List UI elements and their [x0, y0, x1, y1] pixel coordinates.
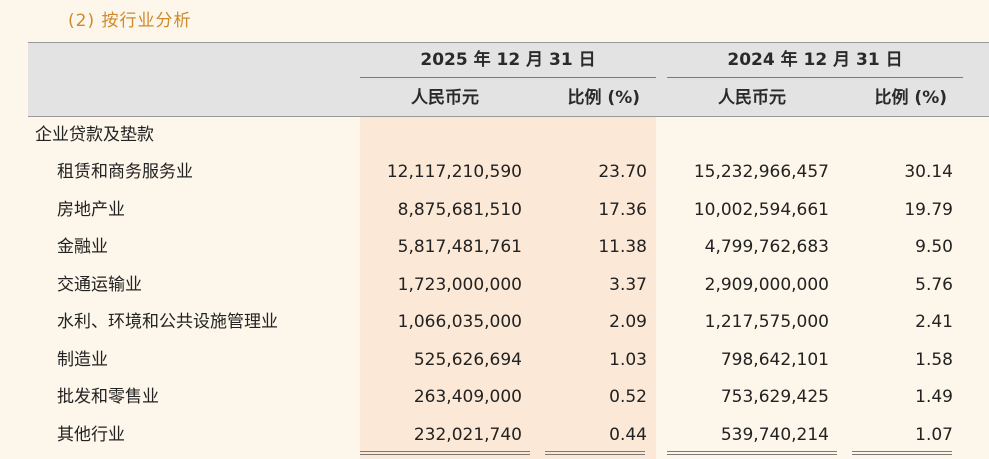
col-ratio-2024-heading: 比例 (%) — [874, 88, 948, 108]
ratio-2024-cell: 2.41 — [915, 312, 953, 332]
ratio-2025-cell: 3.37 — [609, 274, 647, 295]
ratio-2024-cell: 1.49 — [915, 387, 953, 407]
period-2025-underline — [360, 77, 656, 78]
amount-2024-cell: 753,629,425 — [720, 387, 829, 407]
ratio-2024-cell: 30.14 — [904, 162, 953, 182]
bottom-rule-2025-ratio-2 — [545, 454, 645, 455]
amount-2025-cell: 1,723,000,000 — [397, 274, 522, 295]
bottom-rule-2024-amount-2 — [667, 454, 837, 455]
industry-cell: 制造业 — [57, 349, 108, 370]
period-2024-underline — [667, 77, 963, 78]
amount-2025-cell: 5,817,481,761 — [397, 237, 522, 257]
amount-2024-cell: 2,909,000,000 — [704, 274, 829, 295]
amount-2024-cell: 539,740,214 — [720, 424, 829, 445]
ratio-2025-cell: 23.70 — [598, 162, 647, 182]
amount-2024-cell: 798,642,101 — [720, 349, 829, 370]
ratio-2025-cell: 1.03 — [609, 349, 647, 370]
amount-2024-cell: 15,232,966,457 — [693, 162, 829, 182]
bottom-rule-2025-ratio — [545, 451, 645, 452]
amount-2024-cell: 1,217,575,000 — [704, 312, 829, 332]
ratio-2025-cell: 0.44 — [609, 424, 647, 445]
industry-cell: 房地产业 — [57, 199, 125, 220]
ratio-2025-cell: 17.36 — [598, 199, 647, 220]
amount-2025-cell: 12,117,210,590 — [386, 162, 522, 182]
industry-cell: 批发和零售业 — [57, 387, 159, 407]
ratio-2024-cell: 1.07 — [915, 424, 953, 445]
header-bottom-rule — [28, 116, 989, 117]
table-top-rule — [28, 42, 989, 43]
section-title: (2) 按行业分析 — [68, 11, 192, 31]
bottom-rule-2025-amount-2 — [360, 454, 530, 455]
industry-cell: 租赁和商务服务业 — [57, 162, 193, 182]
industry-cell: 交通运输业 — [57, 274, 142, 295]
col-amount-2024-heading: 人民币元 — [718, 88, 786, 108]
amount-2025-cell: 263,409,000 — [413, 387, 522, 407]
ratio-2024-cell: 1.58 — [915, 349, 953, 370]
bottom-rule-2024-amount — [667, 451, 837, 452]
ratio-2025-cell: 0.52 — [609, 387, 647, 407]
industry-cell: 其他行业 — [57, 424, 125, 445]
amount-2025-cell: 8,875,681,510 — [397, 199, 522, 220]
ratio-2025-cell: 11.38 — [598, 237, 647, 257]
period-2025-heading: 2025 年 12 月 31 日 — [420, 50, 596, 70]
ratio-2024-cell: 19.79 — [904, 199, 953, 220]
amount-2024-cell: 4,799,762,683 — [704, 237, 829, 257]
amount-2025-cell: 1,066,035,000 — [397, 312, 522, 332]
amount-2024-cell: 10,002,594,661 — [693, 199, 829, 220]
ratio-2024-cell: 9.50 — [915, 237, 953, 257]
bottom-rule-2024-ratio — [852, 451, 952, 452]
group-label: 企业贷款及垫款 — [35, 125, 154, 145]
col-amount-2025-heading: 人民币元 — [411, 88, 479, 108]
period-2024-heading: 2024 年 12 月 31 日 — [727, 50, 903, 70]
amount-2025-cell: 232,021,740 — [413, 424, 522, 445]
col-ratio-2025-heading: 比例 (%) — [567, 88, 641, 108]
industry-cell: 金融业 — [57, 237, 108, 257]
table-header-background — [28, 43, 989, 116]
industry-cell: 水利、环境和公共设施管理业 — [57, 312, 278, 332]
bottom-rule-2024-ratio-2 — [852, 454, 952, 455]
highlighted-2025-column — [360, 116, 656, 459]
amount-2025-cell: 525,626,694 — [413, 349, 522, 370]
bottom-rule-2025-amount — [360, 451, 530, 452]
ratio-2024-cell: 5.76 — [915, 274, 953, 295]
ratio-2025-cell: 2.09 — [609, 312, 647, 332]
